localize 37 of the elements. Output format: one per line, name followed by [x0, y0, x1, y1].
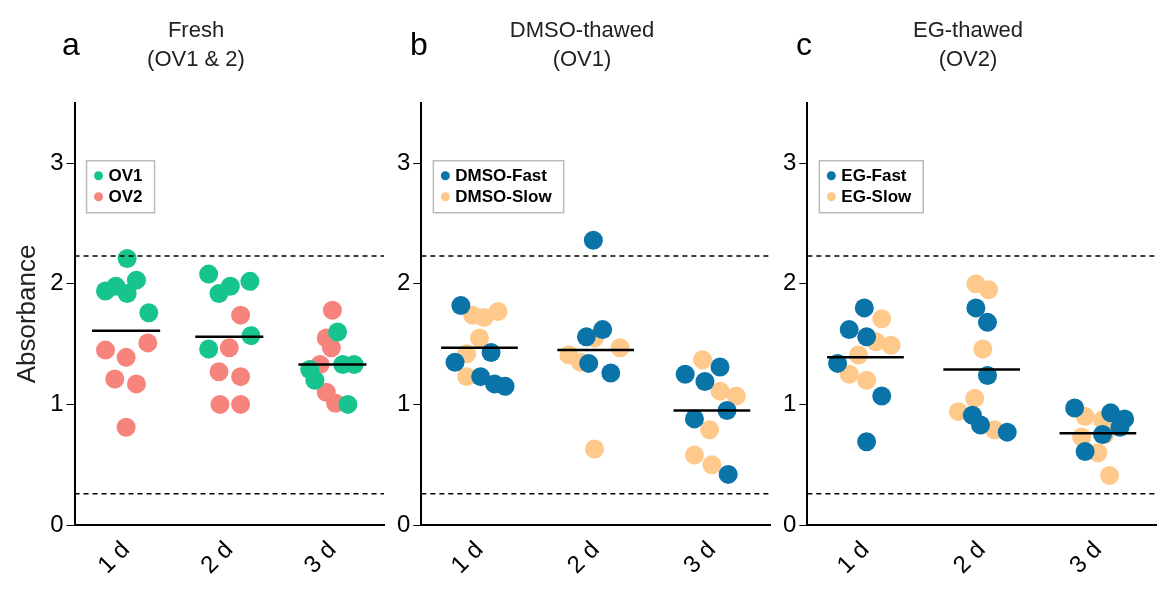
x-tick-label: 3 d	[297, 535, 341, 579]
x-tick-label: 2 d	[561, 535, 604, 579]
y-tick-label: 1	[50, 389, 64, 417]
chart-title: Fresh	[167, 17, 225, 43]
y-axis-title: Absorbance	[10, 244, 41, 384]
chart-subtitle: (OV2)	[938, 45, 998, 71]
x-tick-label: 1 d	[830, 535, 874, 579]
y-tick-label: 1	[396, 389, 411, 417]
y-tick-label: 3	[396, 147, 411, 175]
chart-subtitle: (OV1 & 2)	[147, 45, 245, 71]
y-tick-label: 2	[396, 268, 411, 296]
text: b	[410, 26, 428, 63]
legend-label: EG-Slow	[841, 187, 913, 207]
y-tick-label: 2	[782, 268, 797, 296]
y-tick-label: 1	[782, 389, 797, 417]
x-tick-label: 1 d	[444, 535, 488, 579]
legend-label: OV1	[108, 166, 143, 186]
x-tick-label: 3 d	[677, 535, 721, 579]
y-tick-label: 3	[50, 147, 64, 175]
y-tick-label: 2	[50, 268, 64, 296]
text: c	[796, 26, 812, 63]
y-tick-label: 0	[782, 509, 797, 537]
chart-subtitle: (OV1)	[552, 45, 612, 71]
chart-title: DMSO-thawed	[509, 17, 655, 43]
x-tick-label: 3 d	[1063, 535, 1107, 579]
y-tick-label: 0	[50, 509, 64, 537]
legend-label: DMSO-Fast	[455, 166, 548, 186]
y-tick-label: 3	[782, 147, 797, 175]
x-tick-label: 2 d	[947, 535, 990, 579]
text: a	[62, 26, 80, 63]
x-tick-label: 2 d	[194, 535, 238, 579]
legend-label: OV2	[108, 187, 143, 207]
x-tick-label: 1 d	[91, 535, 135, 579]
y-tick-label: 0	[396, 509, 411, 537]
legend-label: EG-Fast	[841, 166, 907, 186]
legend-label: DMSO-Slow	[455, 187, 553, 207]
chart-title: EG-thawed	[912, 17, 1024, 43]
